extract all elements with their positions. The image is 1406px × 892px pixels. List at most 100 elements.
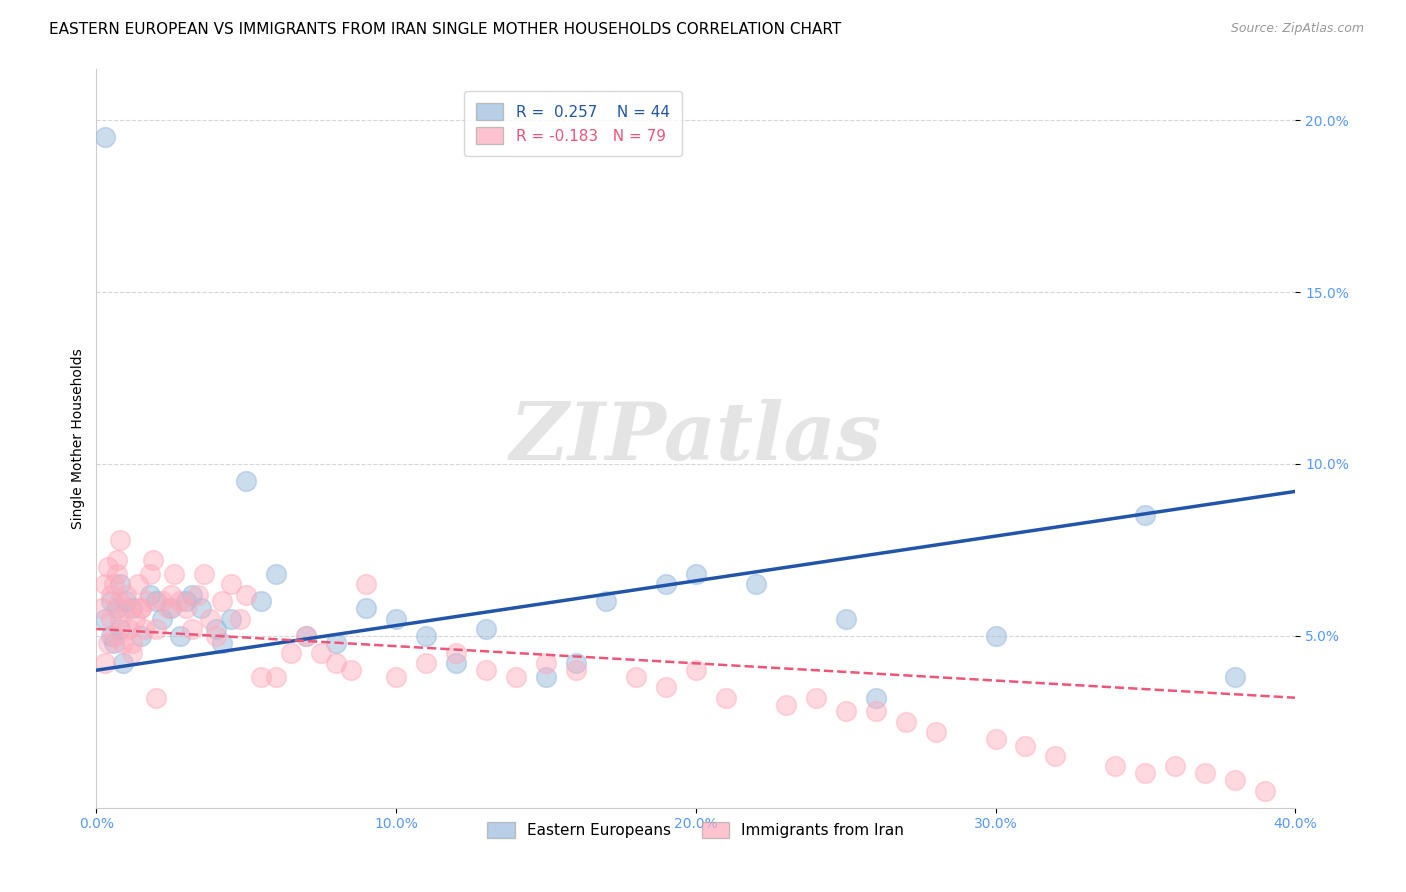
Point [174, 594, 197, 608]
Point [655, 681, 678, 695]
Point [385, 670, 408, 684]
Point [415, 657, 437, 671]
Point [1164, 759, 1187, 773]
Text: EASTERN EUROPEAN VS IMMIGRANTS FROM IRAN SINGLE MOTHER HOUSEHOLDS CORRELATION CH: EASTERN EUROPEAN VS IMMIGRANTS FROM IRAN… [49, 22, 841, 37]
Point [193, 566, 215, 581]
Point [121, 636, 143, 650]
Point [112, 657, 135, 671]
Point [235, 588, 257, 602]
Point [134, 622, 156, 636]
Point [1135, 508, 1157, 523]
Point [187, 588, 209, 602]
Point [775, 698, 797, 712]
Point [211, 594, 233, 608]
Point [534, 657, 557, 671]
Point [105, 553, 128, 567]
Point [865, 690, 887, 705]
Point [309, 646, 332, 660]
Point [804, 690, 827, 705]
Point [121, 601, 143, 615]
Point [115, 594, 138, 608]
Point [105, 566, 128, 581]
Point [1135, 766, 1157, 780]
Point [142, 553, 165, 567]
Point [1225, 670, 1247, 684]
Point [235, 474, 257, 488]
Point [103, 636, 125, 650]
Point [163, 566, 186, 581]
Point [250, 594, 273, 608]
Point [595, 594, 617, 608]
Point [100, 588, 122, 602]
Point [131, 629, 153, 643]
Point [1225, 773, 1247, 788]
Point [250, 670, 273, 684]
Point [94, 657, 117, 671]
Point [984, 731, 1007, 746]
Point [714, 690, 737, 705]
Point [100, 612, 122, 626]
Point [354, 577, 377, 591]
Point [145, 622, 167, 636]
Point [181, 622, 204, 636]
Point [124, 612, 146, 626]
Point [340, 663, 363, 677]
Point [295, 629, 318, 643]
Point [157, 601, 180, 615]
Point [110, 533, 132, 547]
Point [131, 601, 153, 615]
Point [211, 636, 233, 650]
Point [219, 612, 242, 626]
Point [112, 636, 135, 650]
Point [1104, 759, 1126, 773]
Point [565, 657, 588, 671]
Point [565, 663, 588, 677]
Point [145, 690, 167, 705]
Point [100, 594, 122, 608]
Point [200, 612, 222, 626]
Point [624, 670, 647, 684]
Point [110, 622, 132, 636]
Point [94, 612, 117, 626]
Point [295, 629, 318, 643]
Point [685, 663, 707, 677]
Point [325, 657, 347, 671]
Point [354, 601, 377, 615]
Point [131, 601, 153, 615]
Point [100, 629, 122, 643]
Text: Source: ZipAtlas.com: Source: ZipAtlas.com [1230, 22, 1364, 36]
Point [924, 725, 946, 739]
Point [264, 566, 287, 581]
Point [475, 622, 498, 636]
Point [127, 577, 149, 591]
Point [169, 629, 191, 643]
Point [150, 594, 173, 608]
Point [110, 577, 132, 591]
Point [685, 566, 707, 581]
Point [264, 670, 287, 684]
Point [136, 594, 159, 608]
Point [894, 714, 917, 729]
Y-axis label: Single Mother Households: Single Mother Households [72, 348, 86, 528]
Point [97, 560, 120, 574]
Point [205, 622, 228, 636]
Point [94, 577, 117, 591]
Point [444, 646, 467, 660]
Point [121, 646, 143, 660]
Point [139, 566, 162, 581]
Point [655, 577, 678, 591]
Point [219, 577, 242, 591]
Point [115, 588, 138, 602]
Point [181, 588, 204, 602]
Point [1194, 766, 1216, 780]
Point [865, 705, 887, 719]
Point [229, 612, 252, 626]
Point [834, 612, 856, 626]
Point [834, 705, 856, 719]
Point [385, 612, 408, 626]
Point [475, 663, 498, 677]
Point [150, 612, 173, 626]
Point [534, 670, 557, 684]
Point [505, 670, 527, 684]
Point [105, 601, 128, 615]
